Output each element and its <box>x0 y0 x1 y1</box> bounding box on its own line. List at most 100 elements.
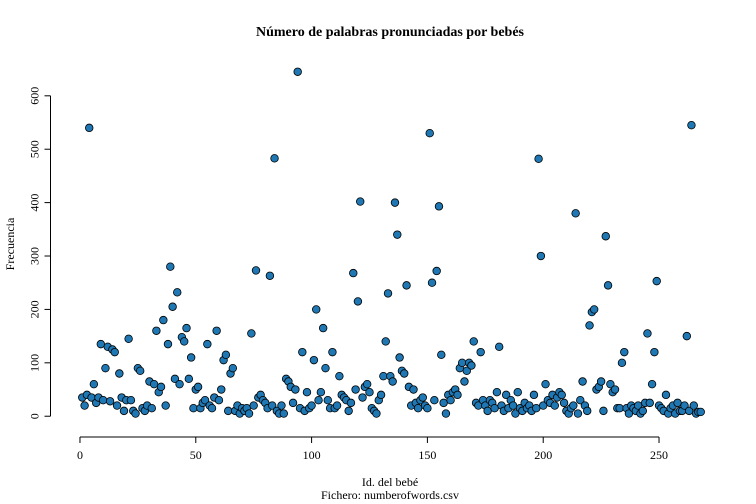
point <box>309 355 319 365</box>
chart-title: Número de palabras pronunciadas por bebé… <box>256 25 525 40</box>
point <box>265 271 275 280</box>
point <box>131 409 140 418</box>
point <box>573 409 583 418</box>
point <box>268 401 277 410</box>
point <box>251 266 261 275</box>
y-tick-label: 300 <box>28 247 42 265</box>
subtitle: Fichero: numberofwords.csv <box>321 488 459 502</box>
point <box>101 363 110 373</box>
point <box>335 371 344 381</box>
point <box>599 406 608 416</box>
point <box>501 390 511 400</box>
point <box>409 385 418 394</box>
point <box>365 387 374 397</box>
point <box>224 406 233 416</box>
point <box>161 401 170 410</box>
point <box>661 390 671 400</box>
point <box>437 350 446 360</box>
point <box>356 197 365 206</box>
point <box>645 398 654 408</box>
point <box>89 379 99 389</box>
x-axis-label: Id. del bebé <box>362 475 418 489</box>
point <box>495 342 504 351</box>
point <box>344 406 353 416</box>
point <box>441 409 451 418</box>
point <box>571 209 580 218</box>
point <box>279 409 288 418</box>
point <box>244 409 254 418</box>
point <box>152 326 161 335</box>
point <box>186 353 196 362</box>
point <box>351 385 360 394</box>
point <box>298 347 307 357</box>
point <box>541 379 550 389</box>
x-tick-label: 200 <box>534 448 552 462</box>
point <box>601 232 610 241</box>
point <box>696 407 705 417</box>
point <box>332 401 342 410</box>
point <box>96 339 106 349</box>
point <box>453 390 462 400</box>
point <box>462 366 471 376</box>
point <box>110 347 119 357</box>
point <box>650 347 659 357</box>
x-tick-label: 250 <box>650 448 668 462</box>
point <box>585 321 594 330</box>
point <box>98 396 108 405</box>
point <box>135 366 145 376</box>
point <box>170 374 180 384</box>
point <box>372 409 381 418</box>
point <box>115 369 124 378</box>
point <box>680 401 689 410</box>
y-tick-label: 0 <box>28 413 42 419</box>
point <box>427 278 437 287</box>
point <box>323 396 333 405</box>
point <box>175 379 184 389</box>
point <box>390 198 400 207</box>
point <box>307 401 316 410</box>
point <box>652 276 661 286</box>
point <box>302 387 312 397</box>
point <box>173 288 182 297</box>
point <box>207 404 217 413</box>
point <box>483 406 492 416</box>
point <box>687 120 696 130</box>
point <box>529 390 539 400</box>
point <box>328 347 337 357</box>
point <box>596 377 606 386</box>
point <box>534 154 543 164</box>
point <box>467 361 476 370</box>
point <box>179 337 189 346</box>
point <box>149 379 159 389</box>
point <box>460 377 469 386</box>
point <box>617 358 627 368</box>
point <box>270 154 279 163</box>
point <box>446 396 455 405</box>
point <box>492 387 502 397</box>
point <box>312 305 321 314</box>
point <box>112 401 122 410</box>
point <box>569 401 578 410</box>
point <box>288 398 298 408</box>
point <box>647 379 657 389</box>
y-axis-label: Frecuencia <box>3 217 17 270</box>
point <box>376 390 386 400</box>
point <box>430 396 439 405</box>
point <box>346 398 356 408</box>
point <box>583 406 592 416</box>
point <box>620 347 629 357</box>
point <box>490 404 499 413</box>
point <box>589 305 599 314</box>
point <box>513 387 522 397</box>
point <box>156 382 166 392</box>
point <box>193 382 203 392</box>
point <box>643 329 652 338</box>
point <box>124 334 133 343</box>
point <box>247 329 256 338</box>
point <box>126 396 136 405</box>
point <box>425 128 434 138</box>
point <box>615 404 624 413</box>
point <box>221 350 231 360</box>
point <box>469 337 478 346</box>
point <box>638 406 648 416</box>
